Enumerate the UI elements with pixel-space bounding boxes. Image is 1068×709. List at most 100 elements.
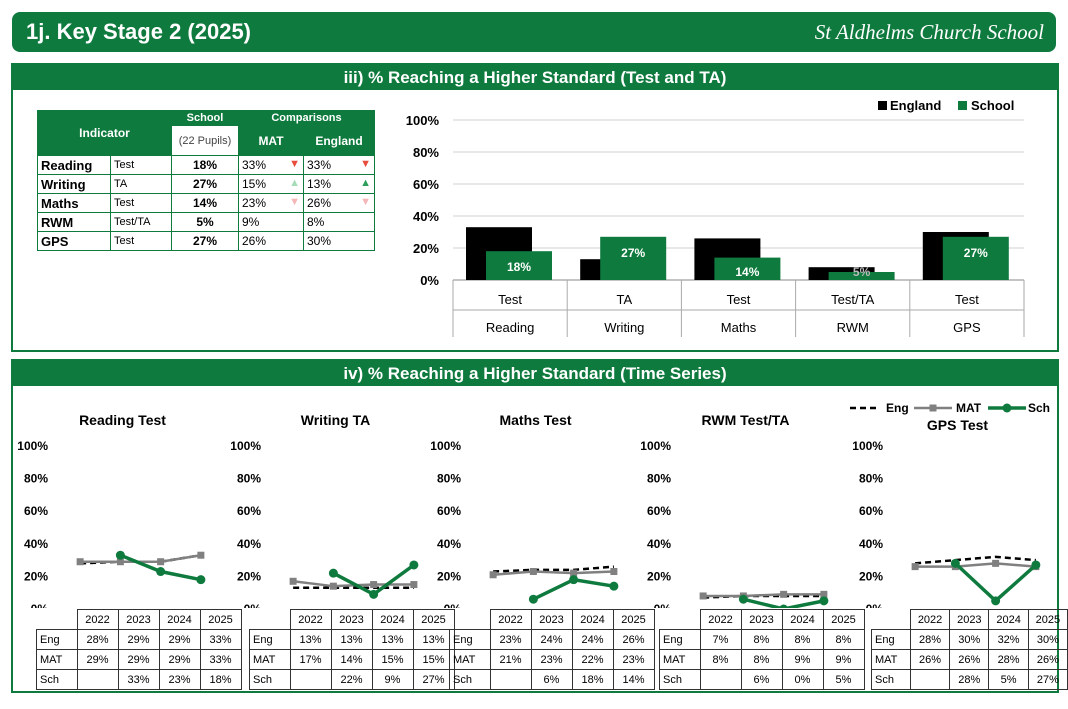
- bar-data-label: 5%: [853, 265, 871, 279]
- cell-text: Writing: [41, 176, 86, 192]
- y-tick-label: 60%: [437, 504, 461, 518]
- school-marker: [115, 550, 125, 560]
- series-label: Eng: [449, 629, 491, 650]
- year-label: 2022: [76, 609, 119, 630]
- series-line-sch: [742, 597, 825, 608]
- series-label: Eng: [659, 629, 701, 650]
- series-value: 29%: [158, 649, 201, 670]
- x-group-label: GPS: [953, 320, 981, 335]
- x-group-label: RWM: [837, 320, 869, 335]
- series-value: 26%: [1027, 649, 1068, 670]
- series-value: 28%: [988, 649, 1029, 670]
- series-row: MAT 29% 29% 29% 33%: [36, 649, 242, 670]
- blank-cell: [37, 610, 78, 630]
- y-tick-label: 40%: [437, 537, 461, 551]
- mat-marker: [410, 581, 418, 589]
- y-tick-label: 40%: [859, 537, 883, 551]
- year-row: 2022 2023 2024 2025: [250, 609, 455, 630]
- series-label: Eng: [871, 629, 911, 650]
- series-value: 13%: [412, 629, 455, 650]
- cell-text: 27%: [192, 177, 218, 191]
- chart-title: Maths Test: [499, 412, 571, 428]
- indicator-name: GPS: [37, 231, 111, 251]
- mat-marker: [76, 558, 84, 566]
- bar-school: [600, 236, 667, 280]
- series-value: 6%: [740, 669, 783, 690]
- y-tick-label: 20%: [413, 241, 439, 256]
- cell-text: Reading: [41, 157, 93, 173]
- series-line-mat: [80, 553, 202, 563]
- legend-school-label: School: [971, 98, 1014, 113]
- series-row: MAT 8% 8% 9% 9%: [659, 649, 865, 670]
- cell-text: Test: [114, 159, 135, 171]
- y-tick-label: 0%: [444, 602, 462, 608]
- series-value: 24%: [571, 629, 614, 650]
- series-value: 17%: [289, 649, 332, 670]
- series-value: 28%: [949, 669, 990, 690]
- series-line-sch: [954, 562, 1038, 604]
- mat-marker: [820, 590, 828, 598]
- series-value: 13%: [289, 629, 332, 650]
- y-tick-label: 60%: [859, 504, 883, 518]
- year-row: 2022 2023 2024 2025: [37, 609, 242, 630]
- y-tick-label: 80%: [237, 472, 261, 486]
- series-value: 23%: [489, 629, 532, 650]
- mat-marker: [780, 590, 788, 598]
- y-tick-label: 100%: [18, 439, 48, 453]
- year-row: 2022 2023 2024 2025: [450, 609, 655, 630]
- y-tick-label: 0%: [31, 602, 49, 608]
- blank-cell: [872, 610, 911, 630]
- series-value: 9%: [822, 649, 865, 670]
- series-row: Eng 13% 13% 13% 13%: [249, 629, 455, 650]
- series-value: [489, 669, 532, 690]
- series-row: Eng 28% 29% 29% 33%: [36, 629, 242, 650]
- year-row: 2022 2023 2024 2025: [660, 609, 865, 630]
- series-value: 33%: [199, 649, 242, 670]
- cell-text: 26%: [307, 196, 332, 210]
- bar-data-label: 14%: [735, 265, 759, 279]
- indicator-type: Test: [110, 231, 172, 251]
- series-value: [909, 669, 951, 690]
- series-value: 22%: [571, 649, 614, 670]
- school-value: 18%: [171, 155, 239, 175]
- y-tick-label: 80%: [24, 472, 48, 486]
- series-value: 27%: [412, 669, 455, 690]
- series-line-mat: [493, 570, 614, 577]
- y-tick-label: 20%: [437, 569, 461, 583]
- cell-text: 33%: [242, 158, 267, 172]
- series-value: [699, 669, 742, 690]
- indicator-row: Maths Test 14% 23% ▼ 26% ▼: [37, 193, 375, 213]
- y-tick-label: 60%: [237, 504, 261, 518]
- arrow-up-icon: ▲: [360, 177, 371, 189]
- indicator-row: GPS Test 27% 26% 30%: [37, 231, 375, 251]
- y-tick-label: 40%: [24, 537, 48, 551]
- cell-text: 23%: [242, 196, 267, 210]
- school-header: School: [171, 109, 239, 127]
- year-label: 2025: [822, 609, 865, 630]
- series-label: MAT: [249, 649, 291, 670]
- cell-text: 5%: [196, 215, 214, 229]
- school-value: 5%: [171, 212, 239, 232]
- bar-school: [714, 257, 781, 280]
- year-label: 2023: [117, 609, 160, 630]
- year-label: 2023: [530, 609, 573, 630]
- series-value: 8%: [822, 629, 865, 650]
- mat-marker: [370, 581, 378, 589]
- school-name: St Aldhelms Church School: [814, 20, 1044, 44]
- indicator-type: TA: [110, 174, 172, 194]
- cell-text: Test: [114, 235, 135, 247]
- y-tick-label: 100%: [853, 439, 883, 453]
- series-value: 29%: [117, 629, 160, 650]
- legend-school-swatch: [958, 101, 967, 110]
- school-marker: [1031, 560, 1041, 570]
- cell-text: 26%: [242, 234, 267, 248]
- series-value: 18%: [571, 669, 614, 690]
- series-line-eng: [915, 555, 1036, 565]
- series-value: 33%: [199, 629, 242, 650]
- y-tick-label: 100%: [231, 439, 261, 453]
- cell-text: 33%: [307, 158, 332, 172]
- series-value: [289, 669, 332, 690]
- time-series-table: 2022 2023 2024 2025 Eng 13% 13% 13% 13% MAT 17% 14%…: [249, 609, 455, 690]
- y-tick-label: 100%: [641, 439, 671, 453]
- y-tick-label: 100%: [431, 439, 461, 453]
